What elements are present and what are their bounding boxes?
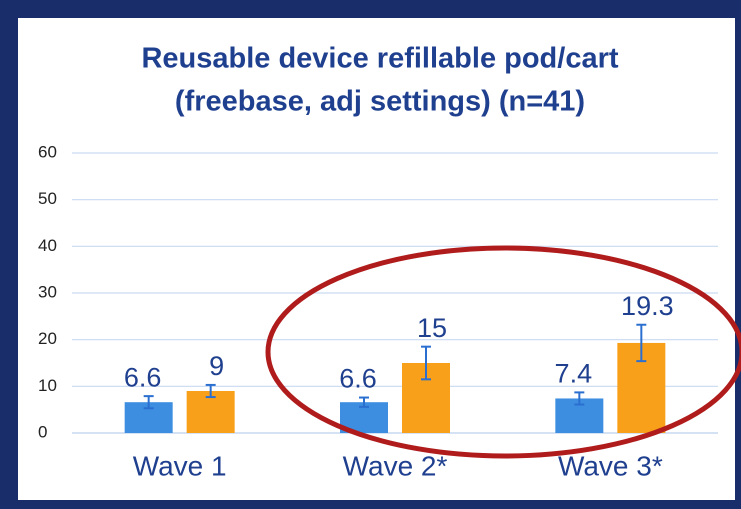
- error-bar: [143, 395, 154, 410]
- error-bar: [421, 345, 431, 381]
- y-tick-label: 40: [38, 236, 57, 255]
- y-tick-label: 20: [38, 329, 57, 348]
- error-bar: [636, 323, 647, 363]
- y-tick-label: 50: [38, 189, 57, 208]
- x-tick-label: Wave 2*: [343, 450, 448, 481]
- plot: 0 10 20 30 40 50 60 Wave 1 6.6 9 Wave 2* 6.6 15 Wave …: [38, 142, 718, 481]
- chart-title: (freebase, adj settings) (n=41): [175, 86, 585, 118]
- error-bar: [205, 383, 216, 399]
- data-label: 15: [417, 313, 447, 343]
- y-tick-label: 30: [38, 282, 57, 301]
- y-tick-label: 10: [38, 376, 57, 395]
- chart-title: Reusable device refillable pod/cart: [141, 43, 618, 75]
- error-bar: [359, 396, 369, 408]
- x-tick-label: Wave 3*: [558, 450, 663, 481]
- highlight-ellipse: [265, 245, 741, 459]
- data-label: 6.6: [124, 362, 162, 392]
- x-tick-label: Wave 1: [133, 450, 227, 481]
- error-bar: [574, 391, 585, 406]
- y-tick-label: 60: [38, 142, 57, 161]
- data-label: 19.3: [621, 291, 674, 321]
- y-tick-label: 0: [38, 422, 47, 441]
- data-label: 9: [209, 351, 224, 381]
- data-label: 6.6: [339, 364, 377, 394]
- data-label: 7.4: [555, 359, 593, 389]
